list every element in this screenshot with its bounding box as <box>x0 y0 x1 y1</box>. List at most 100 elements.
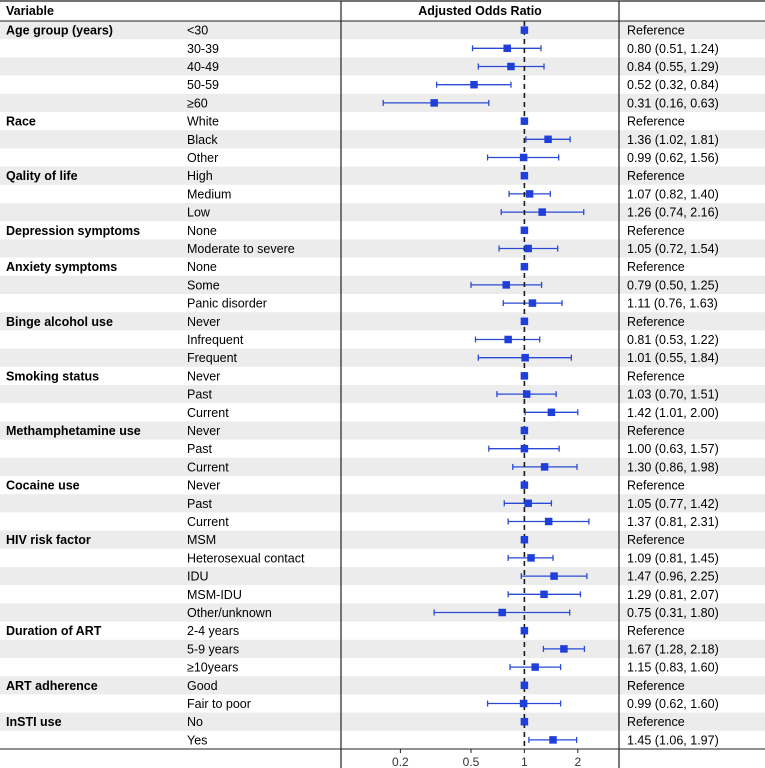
point-estimate <box>520 626 529 635</box>
point-estimate <box>540 590 548 599</box>
x-tick-label: 1 <box>521 755 528 768</box>
group-label: Smoking status <box>6 369 99 383</box>
estimate-label: 1.29 (0.81, 2.07) <box>627 588 719 602</box>
level-label: Never <box>187 424 220 438</box>
estimate-label: 1.36 (1.02, 1.81) <box>627 133 719 147</box>
estimate-label: 1.67 (1.28, 2.18) <box>627 642 719 656</box>
estimate-label: Reference <box>627 715 685 729</box>
point-estimate <box>520 117 529 125</box>
point-estimate <box>538 208 546 216</box>
estimate-label: Reference <box>627 315 685 329</box>
level-label: Frequent <box>187 351 238 365</box>
point-estimate <box>519 153 528 162</box>
level-label: High <box>187 169 213 183</box>
estimate-label: 1.05 (0.72, 1.54) <box>627 242 719 256</box>
level-label: Medium <box>187 187 231 201</box>
point-estimate <box>470 80 478 89</box>
point-estimate <box>504 335 512 344</box>
row-stripe <box>0 93 765 112</box>
point-estimate <box>525 190 534 198</box>
row-stripe <box>0 494 765 513</box>
point-estimate <box>520 26 529 34</box>
point-estimate <box>544 517 553 526</box>
header-variable: Variable <box>6 4 54 18</box>
estimate-label: 0.31 (0.16, 0.63) <box>627 96 719 110</box>
group-label: Duration of ART <box>6 624 102 638</box>
row-stripe <box>0 57 765 76</box>
estimate-label: 1.09 (0.81, 1.45) <box>627 551 719 565</box>
point-estimate <box>521 353 529 362</box>
point-estimate <box>520 481 529 489</box>
level-label: Never <box>187 315 220 329</box>
point-estimate <box>560 645 568 653</box>
point-estimate <box>520 426 529 435</box>
estimate-label: Reference <box>627 224 685 238</box>
point-estimate <box>522 390 531 398</box>
estimate-label: 1.00 (0.63, 1.57) <box>627 442 719 456</box>
estimate-label: 1.11 (0.76, 1.63) <box>627 297 718 311</box>
estimate-label: Reference <box>627 24 685 38</box>
level-label: IDU <box>187 570 209 584</box>
estimate-label: Reference <box>627 260 685 274</box>
level-label: Fair to poor <box>187 697 251 711</box>
point-estimate <box>507 62 515 71</box>
point-estimate <box>524 244 532 253</box>
level-label: White <box>187 115 219 129</box>
row-stripe <box>0 421 765 440</box>
rows-layer: Age group (years) <30 Reference 30-39 0.80 (… <box>0 21 765 747</box>
estimate-label: Reference <box>627 479 685 493</box>
level-label: 50-59 <box>187 78 219 92</box>
estimate-label: Reference <box>627 624 685 638</box>
group-label: Age group (years) <box>6 24 113 38</box>
level-label: Current <box>187 460 229 474</box>
group-label: Methamphetamine use <box>6 424 141 438</box>
estimate-label: 0.81 (0.53, 1.22) <box>627 333 719 347</box>
point-estimate <box>520 535 529 544</box>
level-label: Moderate to severe <box>187 242 295 256</box>
estimate-label: 1.30 (0.86, 1.98) <box>627 460 719 474</box>
point-estimate <box>520 262 529 271</box>
level-label: Black <box>187 133 218 147</box>
level-label: MSM <box>187 533 216 547</box>
level-label: Past <box>187 442 213 456</box>
marks-layer <box>382 21 590 749</box>
estimate-label: Reference <box>627 169 685 183</box>
point-estimate <box>520 226 529 235</box>
level-label: ≥10years <box>187 661 238 675</box>
row-stripe <box>0 239 765 258</box>
row-stripe <box>0 203 765 222</box>
row-stripe <box>0 457 765 476</box>
point-estimate <box>531 663 539 671</box>
estimate-label: Reference <box>627 679 685 693</box>
estimate-label: 0.99 (0.62, 1.60) <box>627 697 719 711</box>
group-label: Cocaine use <box>6 479 80 493</box>
estimate-label: Reference <box>627 369 685 383</box>
row-stripe <box>0 275 765 294</box>
row-stripe <box>0 312 765 331</box>
header-adjusted-odds-ratio: Adjusted Odds Ratio <box>418 4 542 18</box>
group-label: Race <box>6 115 36 129</box>
point-estimate <box>502 281 510 289</box>
group-label: Binge alcohol use <box>6 315 113 329</box>
level-label: <30 <box>187 24 208 38</box>
row-stripe <box>0 712 765 731</box>
estimate-label: 1.42 (1.01, 2.00) <box>627 406 719 420</box>
estimate-label: 1.03 (0.70, 1.51) <box>627 388 719 402</box>
row-stripe <box>0 21 765 40</box>
level-label: 2-4 years <box>187 624 239 638</box>
estimate-label: 1.37 (0.81, 2.31) <box>627 515 719 529</box>
level-label: Other <box>187 151 218 165</box>
point-estimate <box>520 717 529 726</box>
estimate-label: 0.75 (0.31, 1.80) <box>627 606 719 620</box>
row-stripe <box>0 603 765 622</box>
group-label: Qality of life <box>6 169 78 183</box>
row-stripe <box>0 676 765 695</box>
point-estimate <box>519 699 528 708</box>
point-estimate <box>520 171 529 180</box>
level-label: 30-39 <box>187 42 219 56</box>
estimate-label: 0.99 (0.62, 1.56) <box>627 151 719 165</box>
x-tick-label: 0.2 <box>392 755 409 768</box>
level-label: Current <box>187 406 229 420</box>
